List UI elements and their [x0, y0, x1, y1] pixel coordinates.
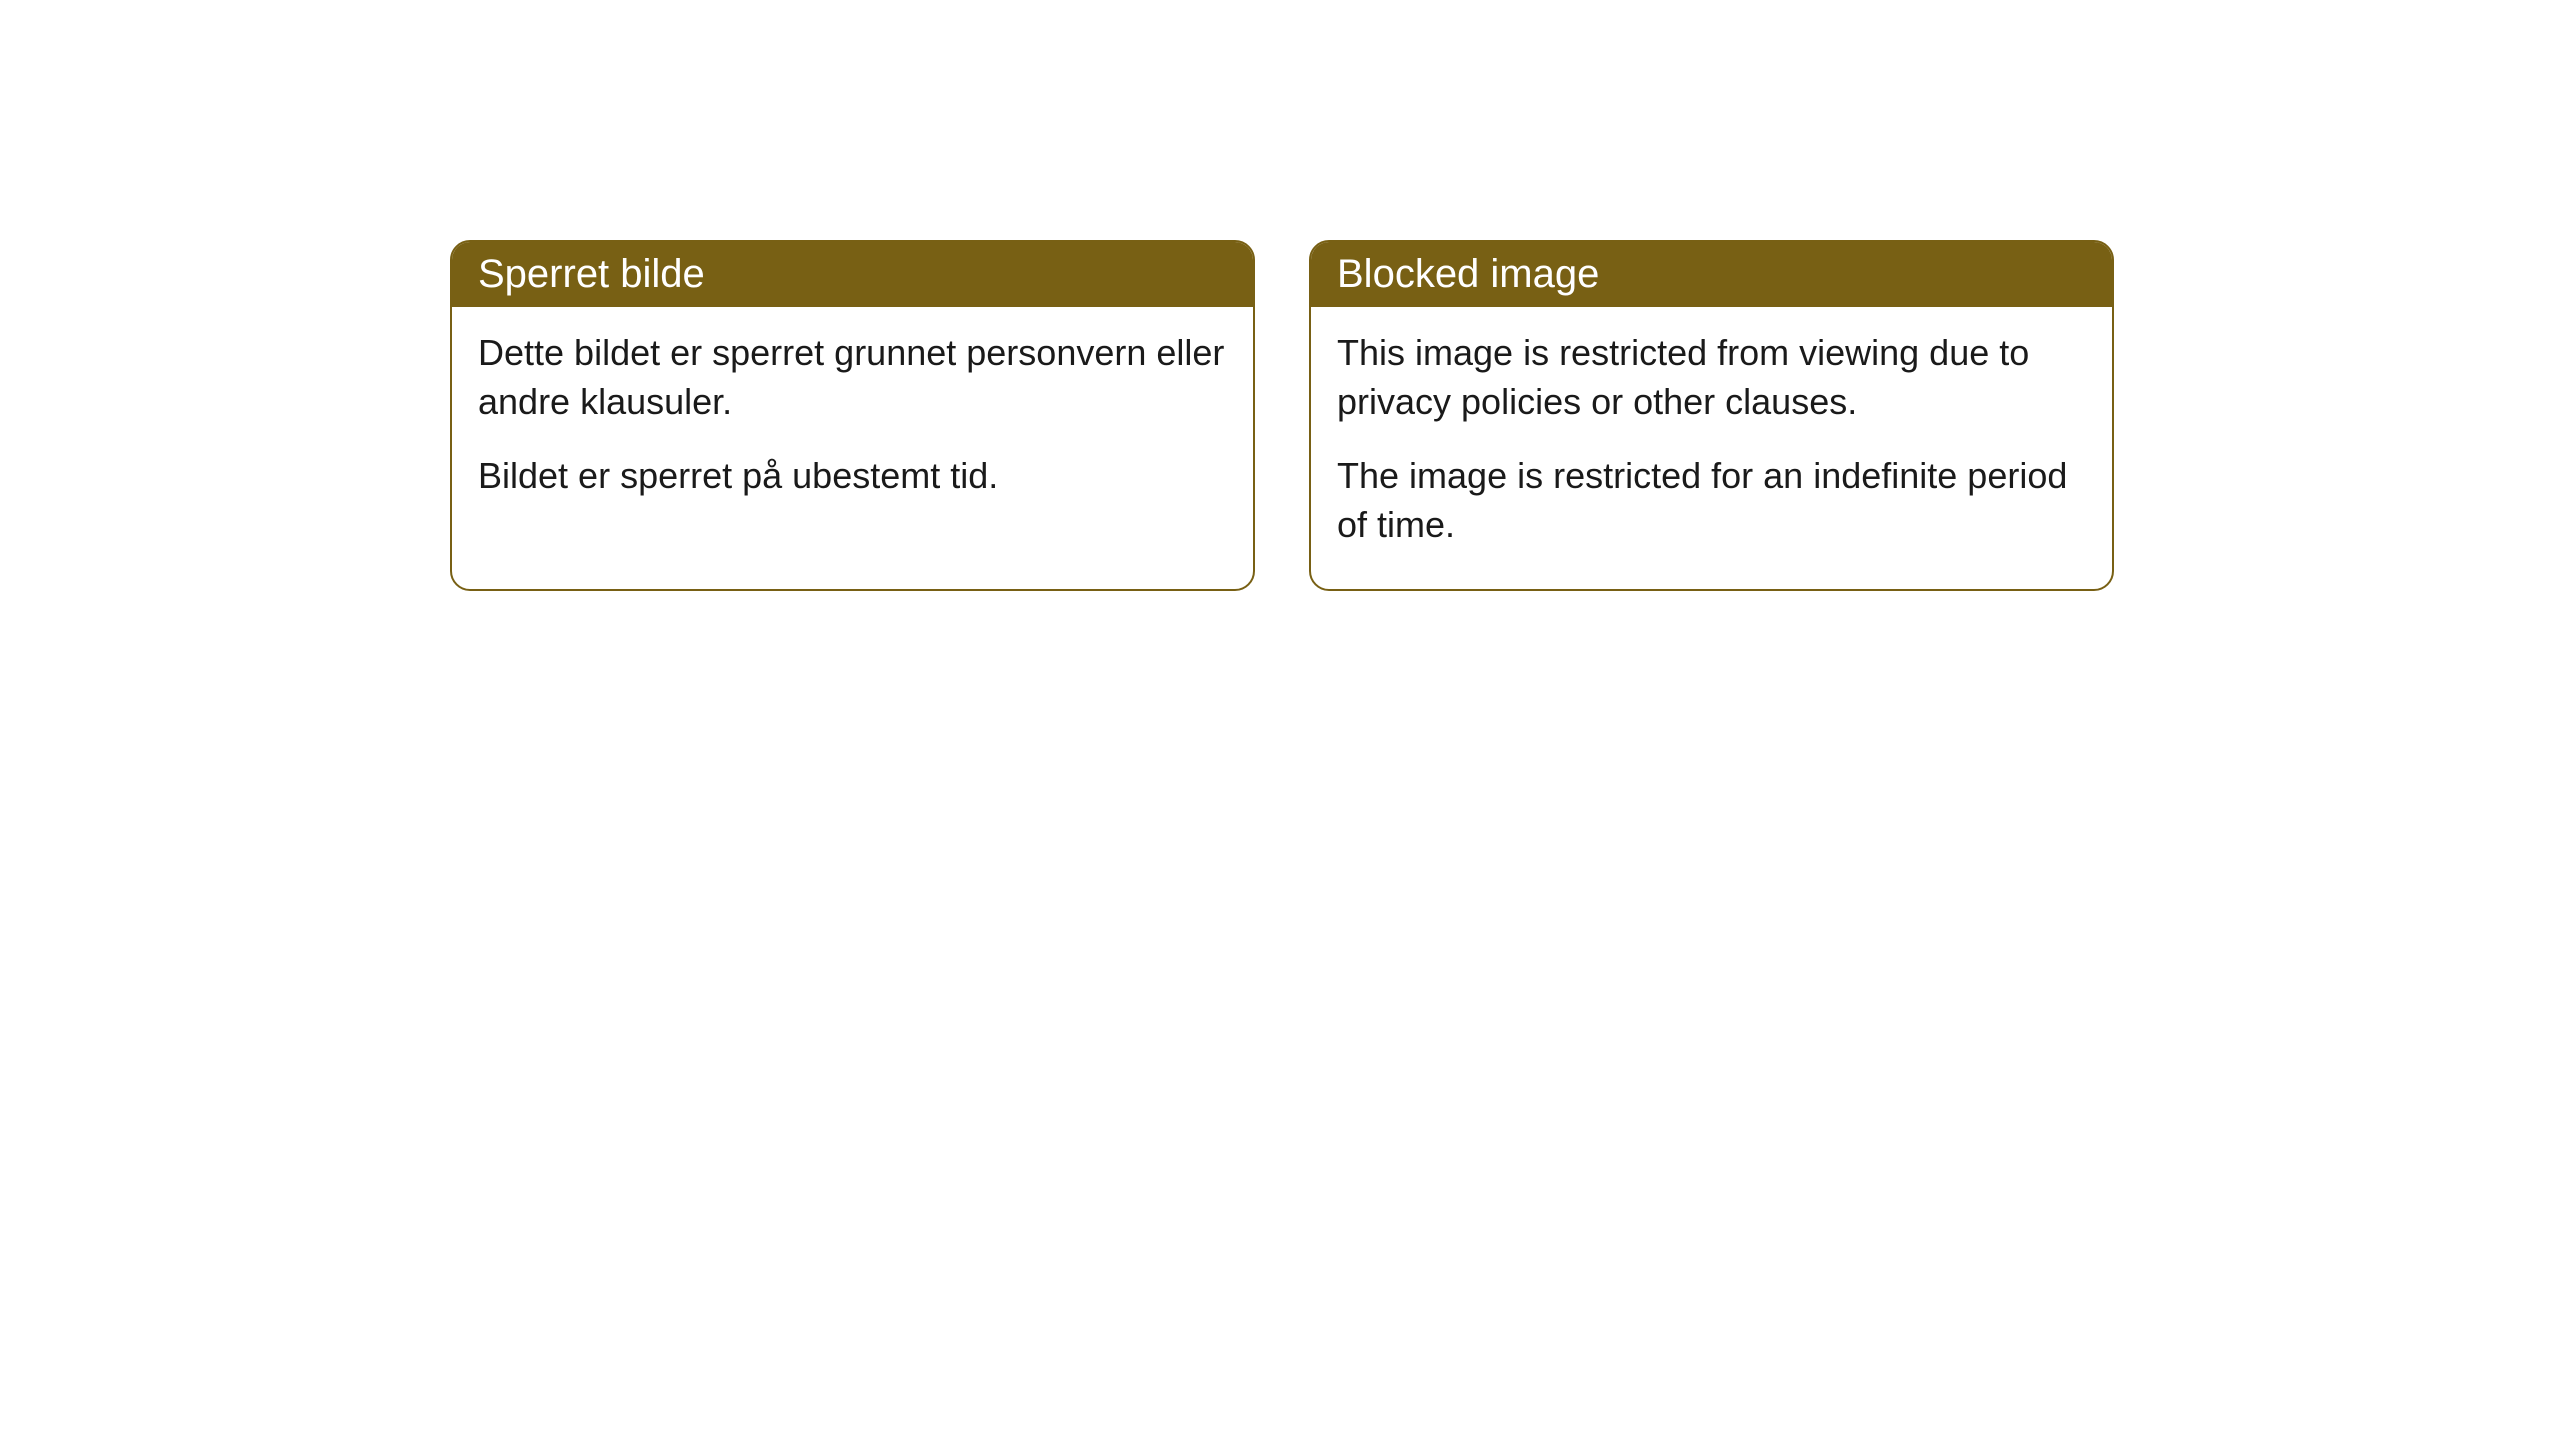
card-header-norwegian: Sperret bilde	[452, 242, 1253, 307]
card-body-english: This image is restricted from viewing du…	[1311, 307, 2112, 589]
notice-card-english: Blocked image This image is restricted f…	[1309, 240, 2114, 591]
card-paragraph: Dette bildet er sperret grunnet personve…	[478, 329, 1227, 426]
notice-cards-container: Sperret bilde Dette bildet er sperret gr…	[450, 240, 2114, 591]
notice-card-norwegian: Sperret bilde Dette bildet er sperret gr…	[450, 240, 1255, 591]
card-paragraph: Bildet er sperret på ubestemt tid.	[478, 452, 1227, 501]
card-paragraph: The image is restricted for an indefinit…	[1337, 452, 2086, 549]
card-header-english: Blocked image	[1311, 242, 2112, 307]
card-body-norwegian: Dette bildet er sperret grunnet personve…	[452, 307, 1253, 541]
card-paragraph: This image is restricted from viewing du…	[1337, 329, 2086, 426]
